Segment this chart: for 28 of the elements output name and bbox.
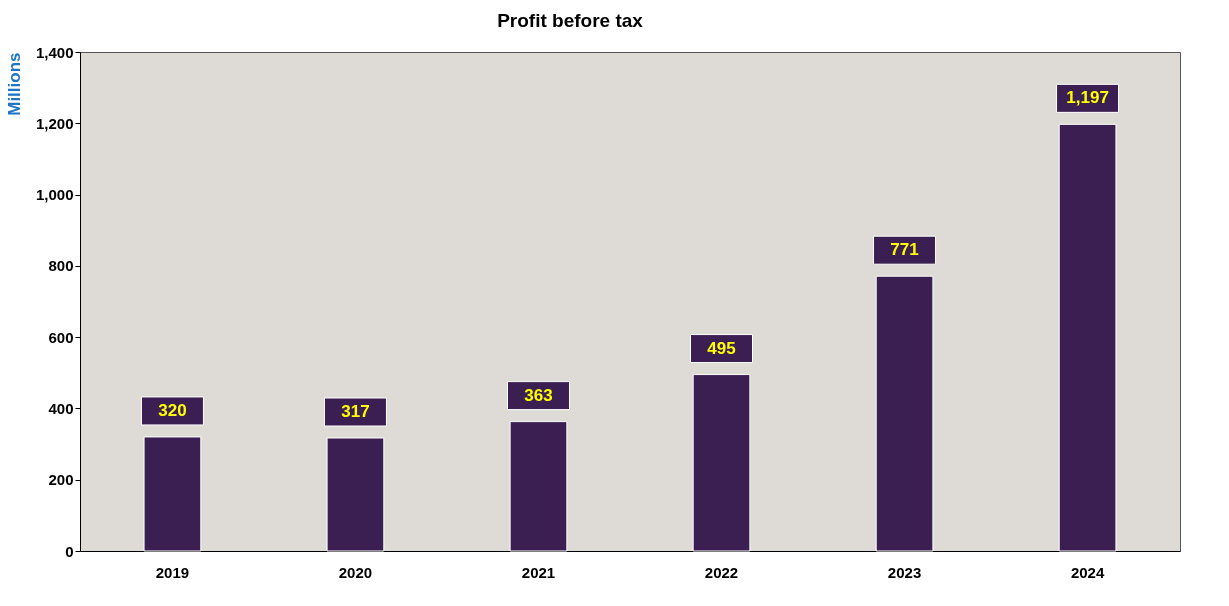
x-tick-label: 2024 bbox=[1070, 563, 1105, 581]
y-tick-label: 600 bbox=[48, 328, 74, 346]
y-axis-title: Millions bbox=[4, 52, 24, 116]
x-tick-label: 2021 bbox=[521, 563, 556, 581]
data-label: 363 bbox=[524, 385, 553, 405]
y-tick-label: 400 bbox=[48, 399, 74, 417]
bar bbox=[143, 436, 202, 552]
x-tick-label: 2022 bbox=[704, 563, 739, 581]
y-tick-label: 1,400 bbox=[35, 43, 74, 61]
data-label: 317 bbox=[341, 402, 370, 422]
x-tick-label: 2023 bbox=[887, 563, 922, 581]
y-tick-label: 200 bbox=[48, 471, 74, 489]
x-tick-label: 2019 bbox=[155, 563, 190, 581]
data-label: 495 bbox=[707, 338, 736, 358]
bar bbox=[875, 275, 934, 552]
data-label: 771 bbox=[890, 240, 919, 260]
y-tick-label: 0 bbox=[65, 542, 74, 560]
data-label: 1,197 bbox=[1066, 88, 1109, 108]
data-label: 320 bbox=[158, 400, 187, 420]
bar bbox=[326, 437, 385, 552]
y-tick-label: 1,200 bbox=[35, 114, 74, 132]
y-tick-label: 800 bbox=[48, 257, 74, 275]
bar bbox=[692, 374, 751, 552]
bar bbox=[509, 421, 568, 552]
chart-title: Profit before tax bbox=[497, 10, 644, 31]
bar bbox=[1058, 123, 1117, 552]
y-tick-label: 1,000 bbox=[35, 186, 74, 204]
x-tick-label: 2020 bbox=[338, 563, 373, 581]
